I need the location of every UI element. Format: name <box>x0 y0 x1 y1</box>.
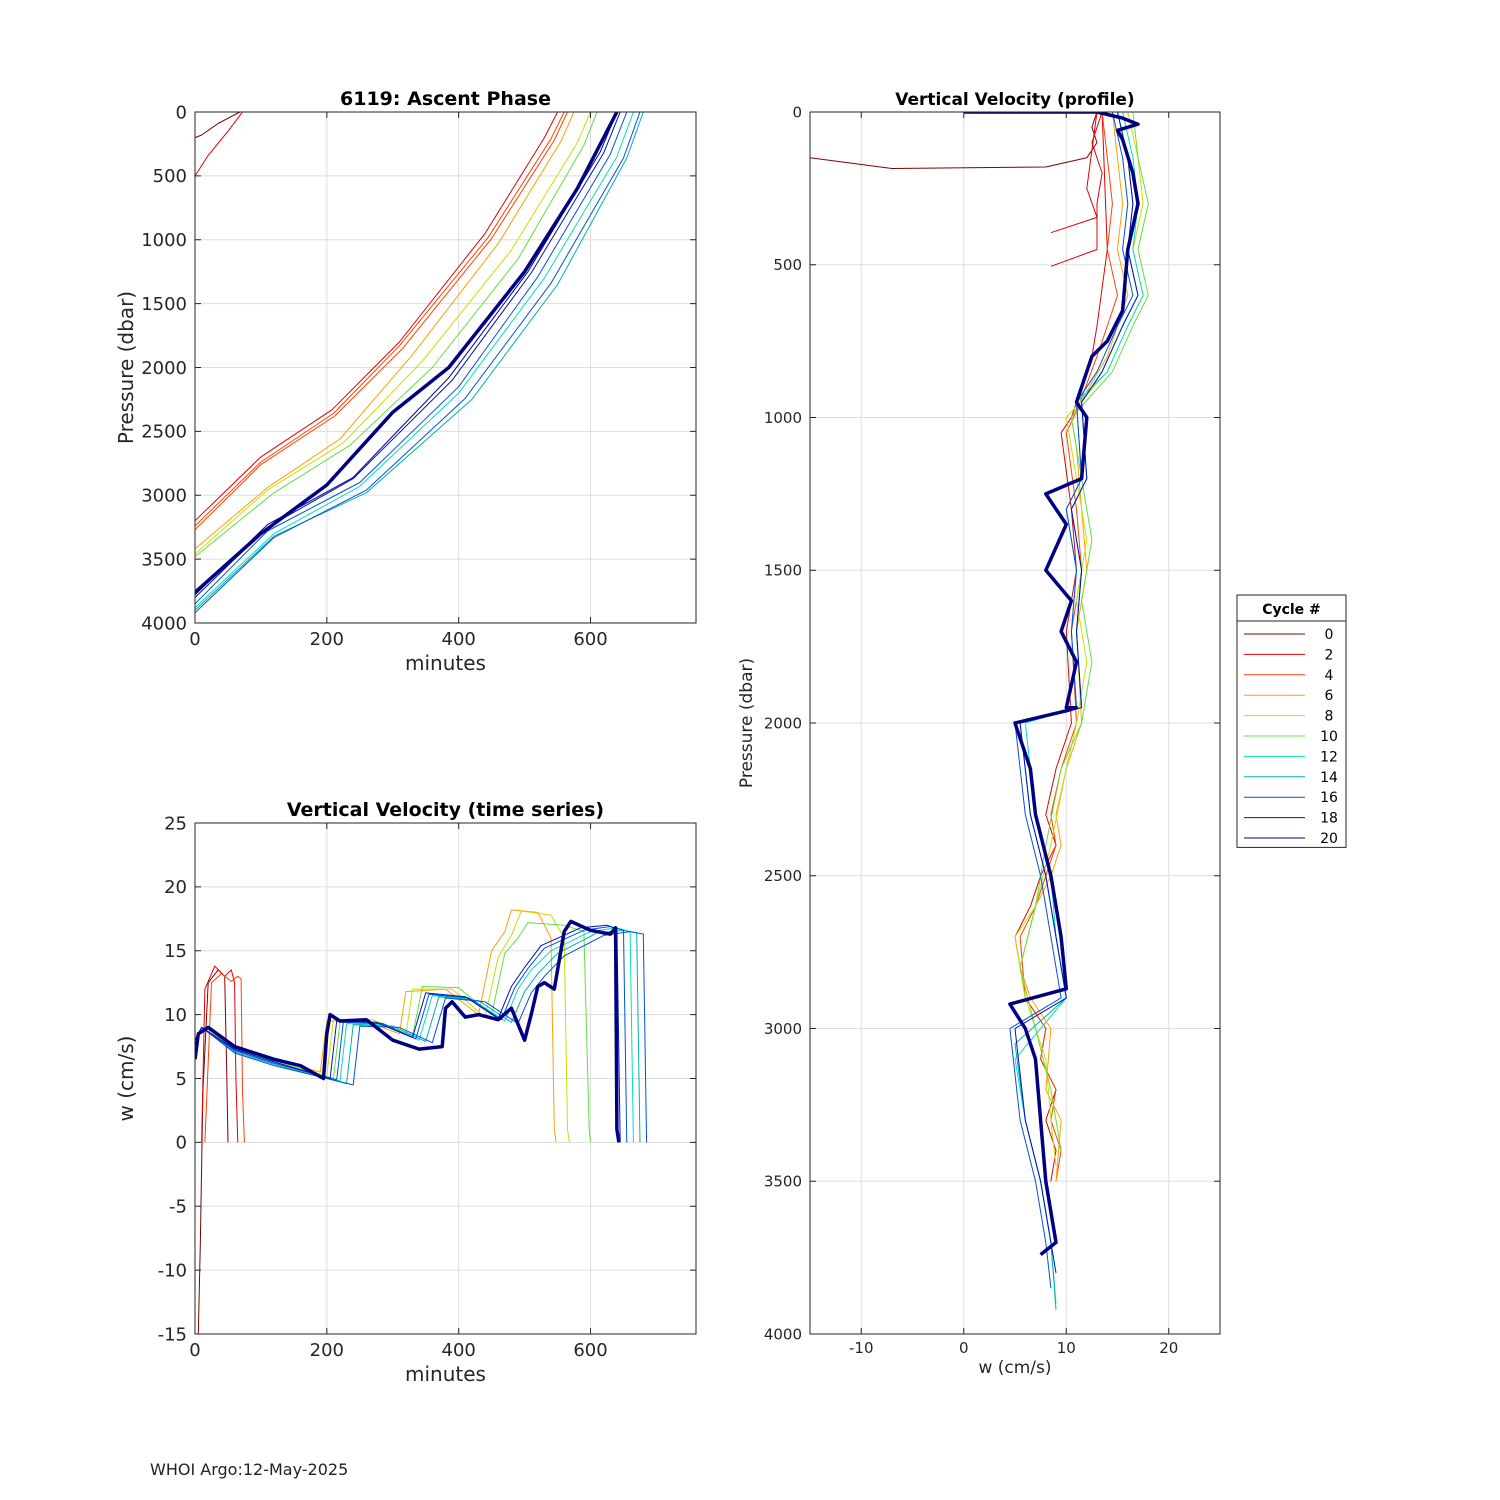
series-line-cycle-16 <box>195 112 628 605</box>
velocity-time-series-plot: 0 200 400 600 25 20 15 10 5 0 -5 -10 -15 Vertical Vel… <box>114 799 697 1386</box>
x-tick-label: 0 <box>189 629 200 650</box>
y-tick-label: -15 <box>158 1324 187 1345</box>
series-line-cycle-18 <box>1014 112 1139 1273</box>
series-line-cycle-4 <box>195 112 568 531</box>
legend-box <box>1236 594 1347 848</box>
y-tick-label: 0 <box>176 102 187 123</box>
series-line-cycle-20 <box>963 112 1140 1256</box>
series-line-cycle-14 <box>195 112 644 611</box>
series-line-cycle-1 <box>1050 112 1098 234</box>
chart-title: 6119: Ascent Phase <box>340 88 551 110</box>
x-tick-label: 10 <box>1057 1339 1076 1357</box>
y-axis-label: w (cm/s) <box>114 1036 138 1122</box>
x-tick-label: 600 <box>573 629 607 650</box>
series-line-cycle-4 <box>204 973 245 1143</box>
series-line-cycle-8 <box>195 112 591 555</box>
x-tick-label: 600 <box>573 1340 607 1361</box>
series-line-cycle-0 <box>810 112 1098 169</box>
series-line-cycle-10 <box>1019 112 1149 1151</box>
y-axis-label: Pressure (dbar) <box>114 291 138 444</box>
series-group <box>195 112 644 614</box>
x-tick-label: 200 <box>310 1340 344 1361</box>
legend-label-cycle-10: 10 <box>1320 729 1338 745</box>
y-tick-label: 25 <box>164 813 187 834</box>
y-tick-label: 3500 <box>141 549 187 570</box>
series-line-cycle-19 <box>195 112 618 596</box>
series-line-cycle-20 <box>195 919 621 1143</box>
x-axis-label: minutes <box>405 1362 486 1386</box>
legend-label-cycle-18: 18 <box>1320 811 1338 827</box>
y-tick-label: 3500 <box>764 1173 802 1191</box>
legend-label-cycle-12: 12 <box>1320 749 1338 765</box>
x-tick-label: 0 <box>189 1340 200 1361</box>
series-line-cycle-15 <box>195 112 641 614</box>
series-line-cycle-0 <box>195 112 241 139</box>
y-tick-label: 15 <box>164 941 187 962</box>
y-tick-label: 3000 <box>764 1020 802 1038</box>
y-tick-label: 5 <box>176 1069 187 1090</box>
y-tick-label: 2500 <box>141 422 187 443</box>
velocity-profile-plot: -10 0 10 20 0 500 1000 1500 2000 2500 3000 3500 4000… <box>737 90 1221 1378</box>
y-tick-label: 4000 <box>764 1325 802 1343</box>
series-line-cycle-1 <box>195 112 243 177</box>
series-line-cycle-2 <box>195 112 559 522</box>
ascent-phase-plot: 0 200 400 600 0 500 1000 1500 2000 2500 3000 3500 40… <box>114 88 697 675</box>
y-tick-label: 4000 <box>141 613 187 634</box>
legend-label-cycle-2: 2 <box>1325 647 1334 663</box>
y-tick-label: -10 <box>158 1260 187 1281</box>
footer-credit: WHOI Argo:12-May-2025 <box>150 1460 349 1479</box>
y-tick-label: 2000 <box>764 714 802 732</box>
cycle-legend: Cycle #0 2 4 6 8 10 12 14 16 18 20 <box>1236 594 1347 848</box>
y-tick-label: 2500 <box>764 867 802 885</box>
legend-label-cycle-4: 4 <box>1325 668 1334 684</box>
y-tick-label: 2000 <box>141 358 187 379</box>
series-line-cycle-12 <box>195 112 634 609</box>
x-tick-label: 400 <box>442 1340 476 1361</box>
x-axis-label: minutes <box>405 651 486 675</box>
series-line-cycle-10 <box>195 112 598 557</box>
x-tick-label: -10 <box>849 1339 874 1357</box>
series-line-cycle-6 <box>195 112 575 550</box>
y-tick-label: 500 <box>773 256 802 274</box>
y-tick-label: 0 <box>176 1133 187 1154</box>
x-tick-label: 400 <box>442 629 476 650</box>
y-tick-label: 10 <box>164 1005 187 1026</box>
series-line-cycle-3 <box>195 112 565 527</box>
series-group <box>810 112 1149 1310</box>
y-tick-label: 3000 <box>141 486 187 507</box>
y-axis-label: Pressure (dbar) <box>737 658 757 788</box>
legend-label-cycle-16: 16 <box>1320 790 1338 806</box>
series-line-cycle-20 <box>195 112 619 594</box>
series-line-cycle-0 <box>197 969 229 1334</box>
legend-label-cycle-14: 14 <box>1320 770 1338 786</box>
x-tick-label: 20 <box>1159 1339 1178 1357</box>
y-tick-label: 0 <box>792 103 802 121</box>
y-tick-label: 1500 <box>141 294 187 315</box>
chart-title: Vertical Velocity (time series) <box>287 799 604 821</box>
legend-label-cycle-6: 6 <box>1325 688 1334 704</box>
legend-title: Cycle # <box>1262 602 1321 618</box>
legend-label-cycle-20: 20 <box>1320 831 1338 847</box>
y-tick-label: 20 <box>164 877 187 898</box>
series-group <box>195 909 648 1334</box>
y-tick-label: 1500 <box>764 562 802 580</box>
y-tick-label: 500 <box>153 166 187 187</box>
chart-title: Vertical Velocity (profile) <box>895 90 1134 110</box>
y-tick-label: -5 <box>169 1197 187 1218</box>
x-tick-label: 0 <box>959 1339 969 1357</box>
legend-label-cycle-0: 0 <box>1325 627 1334 643</box>
x-tick-label: 200 <box>310 629 344 650</box>
x-axis-label: w (cm/s) <box>978 1358 1051 1378</box>
series-line-cycle-16 <box>1009 112 1134 1289</box>
legend-label-cycle-8: 8 <box>1325 709 1334 725</box>
series-line-cycle-2 <box>201 965 239 1143</box>
y-tick-label: 1000 <box>764 409 802 427</box>
y-tick-label: 1000 <box>141 230 187 251</box>
